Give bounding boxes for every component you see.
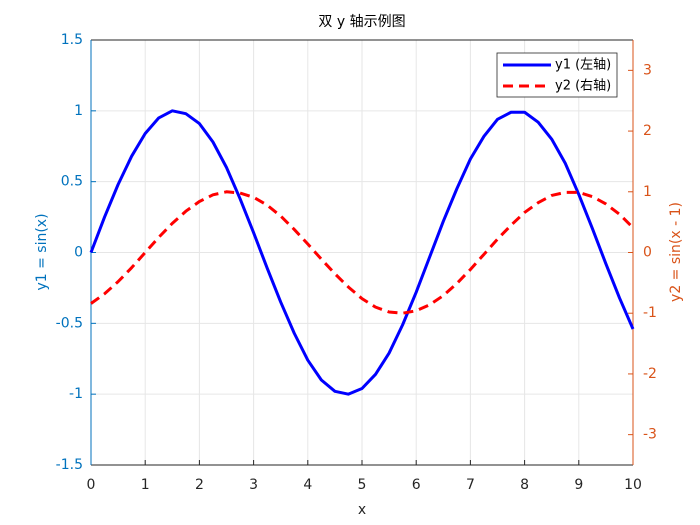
x-tick-label: 8 (520, 477, 529, 493)
x-tick-label: 4 (303, 477, 312, 493)
y-tick-label: 1 (74, 103, 83, 119)
x-tick-label: 9 (574, 477, 583, 493)
x-tick-label: 0 (87, 477, 96, 493)
y-tick-label: 0 (74, 245, 83, 261)
legend-label: y1 (左轴) (555, 58, 611, 73)
y2-tick-label: 3 (643, 62, 652, 78)
line-series (90, 190, 635, 315)
y2-tick-label: -1 (643, 305, 657, 321)
x-tick-label: 6 (412, 477, 421, 493)
y-tick-label: 0.5 (61, 174, 83, 190)
x-axis-label: x (358, 502, 366, 518)
y2-tick-label: 2 (643, 123, 652, 139)
y-tick-label: -0.5 (56, 315, 83, 331)
y2-tick-label: 0 (643, 245, 652, 261)
x-tick-label: 1 (141, 477, 150, 493)
legend-label: y2 (右轴) (555, 79, 611, 94)
y2-tick-label: -3 (643, 427, 657, 443)
x-tick-label: 7 (466, 477, 475, 493)
x-tick-label: 2 (195, 477, 204, 493)
x-tick-label: 10 (624, 477, 642, 493)
line-series (89, 109, 635, 396)
y2-tick-label: -2 (643, 366, 657, 382)
x-tick-label: 5 (358, 477, 367, 493)
y-tick-label: -1 (69, 386, 83, 402)
y-tick-label: -1.5 (56, 457, 83, 473)
y-axis-label: y1 = sin(x) (34, 213, 50, 290)
x-tick-label: 3 (249, 477, 258, 493)
y2-tick-label: 1 (643, 184, 652, 200)
y-tick-label: 1.5 (61, 32, 83, 48)
legend-box (496, 52, 618, 98)
chart-title: 双 y 轴示例图 (318, 14, 405, 30)
y2-axis-label: y2 = sin(x - 1) (668, 202, 684, 302)
